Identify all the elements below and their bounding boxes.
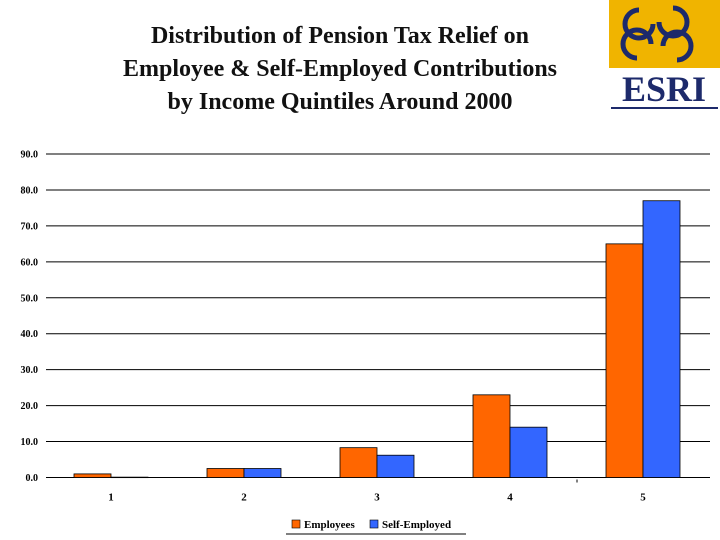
y-tick-label: 20.0 (21, 401, 39, 412)
x-tick-label: 4 (507, 492, 513, 504)
bar-employees-3 (339, 447, 378, 478)
bar-self-employed-3 (376, 454, 415, 478)
y-axis: 0.0 10.0 20.0 30.0 40.0 50.0 60.0 70.0 80.0 90.0 (21, 150, 39, 485)
x-axis: 1 2 3 4 5 (108, 479, 646, 504)
bar-self-employed-2 (243, 468, 282, 478)
y-tick-label: 50.0 (21, 293, 39, 304)
y-tick-label: 70.0 (21, 221, 39, 232)
esri-logo: ESRI (609, 0, 720, 109)
legend-label: Self-Employed (382, 519, 451, 531)
y-tick-label: 10.0 (21, 437, 39, 448)
logo-text: ESRI (622, 69, 706, 109)
y-tick-label: 90.0 (21, 150, 39, 161)
x-tick-label: 5 (640, 492, 646, 504)
bar-chart: 0.010.020.030.040.050.060.070.080.090.0 … (21, 150, 710, 535)
gridlines (46, 153, 710, 478)
title-line-2: Employee & Self-Employed Contributions (122, 56, 557, 82)
bar-employees-5 (605, 243, 644, 478)
y-tick-label: 80.0 (21, 185, 39, 196)
legend-swatch (291, 519, 301, 529)
bar-self-employed-5 (642, 200, 681, 478)
title-line-3: by Income Quintiles Around 2000 (167, 89, 513, 115)
bars (73, 200, 681, 479)
y-tick-label: 40.0 (21, 329, 39, 340)
chart-title: Distribution of Pension Tax Relief on Em… (80, 20, 600, 119)
logo-swirls (620, 5, 694, 63)
title-line-1: Distribution of Pension Tax Relief on (150, 23, 530, 49)
y-tick-label: 30.0 (21, 365, 39, 376)
bar-self-employed-4 (509, 426, 548, 478)
x-tick-label: 2 (241, 492, 247, 504)
x-tick-label: 1 (108, 492, 114, 504)
legend: Employees Self-Employed (286, 519, 466, 535)
bar-employees-2 (206, 468, 245, 478)
y-tick-label: 60.0 (21, 257, 39, 268)
bar-employees-1 (73, 473, 112, 478)
y-tick-label: 0.0 (26, 473, 39, 484)
bar-employees-4 (472, 394, 511, 478)
bar-self-employed-1 (110, 476, 149, 479)
x-tick-label: 3 (374, 492, 380, 504)
legend-label: Employees (304, 519, 355, 531)
legend-swatch (369, 519, 379, 529)
